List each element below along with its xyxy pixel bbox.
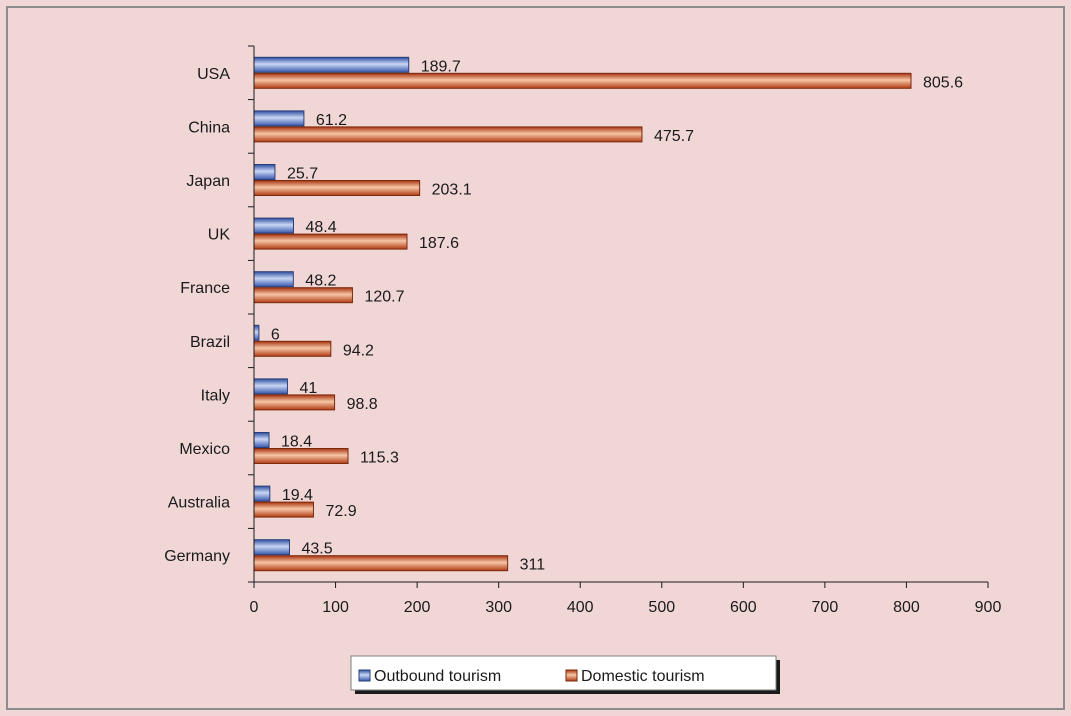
category-label: UK	[208, 227, 231, 244]
category-label: Italy	[201, 387, 230, 404]
x-tick-label: 500	[648, 599, 675, 616]
bar-domestic	[253, 394, 336, 411]
category-label: China	[188, 119, 230, 136]
bar-outbound	[253, 217, 294, 234]
legend-swatch-domestic	[565, 669, 578, 682]
x-tick-label: 300	[485, 599, 512, 616]
data-label-domestic: 475.7	[654, 128, 694, 145]
category-label: Japan	[186, 173, 230, 190]
category-label: France	[180, 280, 230, 297]
bar-outbound	[253, 485, 271, 502]
bar-domestic	[253, 126, 643, 143]
data-label-domestic: 98.8	[347, 396, 378, 413]
category-label: Mexico	[179, 441, 230, 458]
bar-outbound	[253, 110, 305, 127]
axis-layer: 0 100 200 300 400 500 600 700 800 900	[248, 45, 1002, 616]
bar-domestic	[253, 340, 332, 357]
x-tick-label: 100	[322, 599, 349, 616]
bar-domestic	[253, 233, 408, 250]
bar-outbound	[253, 271, 294, 288]
data-label-outbound: 48.4	[305, 219, 336, 236]
bars-layer	[253, 56, 912, 572]
data-label-outbound: 6	[271, 326, 280, 343]
category-label: Australia	[168, 495, 230, 512]
bar-outbound	[253, 324, 260, 341]
data-label-domestic: 203.1	[432, 182, 472, 199]
data-label-outbound: 25.7	[287, 166, 318, 183]
bar-domestic	[253, 555, 509, 572]
x-tick-label: 700	[812, 599, 839, 616]
data-label-outbound: 18.4	[281, 434, 312, 451]
bar-outbound	[253, 378, 288, 395]
data-label-outbound: 48.2	[305, 273, 336, 290]
legend-label-outbound: Outbound tourism	[374, 668, 501, 685]
data-label-domestic: 94.2	[343, 342, 374, 359]
bar-outbound	[253, 539, 290, 556]
chart-frame	[6, 6, 1065, 710]
data-label-outbound: 61.2	[316, 112, 347, 129]
data-label-domestic: 120.7	[364, 289, 404, 306]
bar-domestic	[253, 287, 353, 304]
bar-domestic	[253, 448, 349, 464]
data-label-domestic: 115.3	[360, 450, 399, 467]
bar-outbound	[253, 432, 270, 448]
data-label-domestic: 805.6	[923, 74, 963, 91]
legend-label-domestic: Domestic tourism	[581, 668, 705, 685]
data-label-outbound: 19.4	[282, 487, 313, 504]
legend: Outbound tourism Domestic tourism	[350, 655, 780, 694]
x-tick-label: 400	[567, 599, 594, 616]
labels-layer: USA 189.7 805.6 China 61.2 475.7 Japan 25.7 203.…	[164, 58, 963, 573]
bar-domestic	[253, 72, 912, 89]
bar-domestic	[253, 180, 421, 196]
category-label: Brazil	[190, 334, 230, 351]
data-label-domestic: 311	[520, 557, 546, 574]
bar-domestic	[253, 501, 314, 518]
bar-outbound	[253, 164, 276, 180]
bar-outbound	[253, 56, 410, 73]
data-label-domestic: 72.9	[325, 503, 356, 520]
data-label-outbound: 43.5	[301, 541, 332, 558]
x-tick-label: 800	[893, 599, 920, 616]
x-tick-label: 0	[250, 599, 259, 616]
x-tick-label: 900	[975, 599, 1002, 616]
x-tick-label: 200	[404, 599, 431, 616]
data-label-outbound: 189.7	[421, 58, 461, 75]
category-label: USA	[197, 66, 230, 83]
legend-box	[350, 655, 777, 691]
legend-swatch-outbound	[358, 669, 371, 682]
data-label-outbound: 41	[299, 380, 317, 397]
data-label-domestic: 187.6	[419, 235, 459, 252]
x-tick-label: 600	[730, 599, 757, 616]
category-label: Germany	[164, 548, 230, 565]
